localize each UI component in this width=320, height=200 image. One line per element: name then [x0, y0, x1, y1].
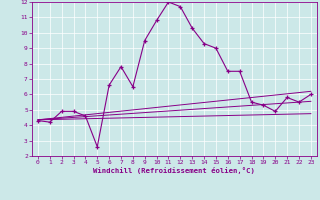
X-axis label: Windchill (Refroidissement éolien,°C): Windchill (Refroidissement éolien,°C): [93, 167, 255, 174]
